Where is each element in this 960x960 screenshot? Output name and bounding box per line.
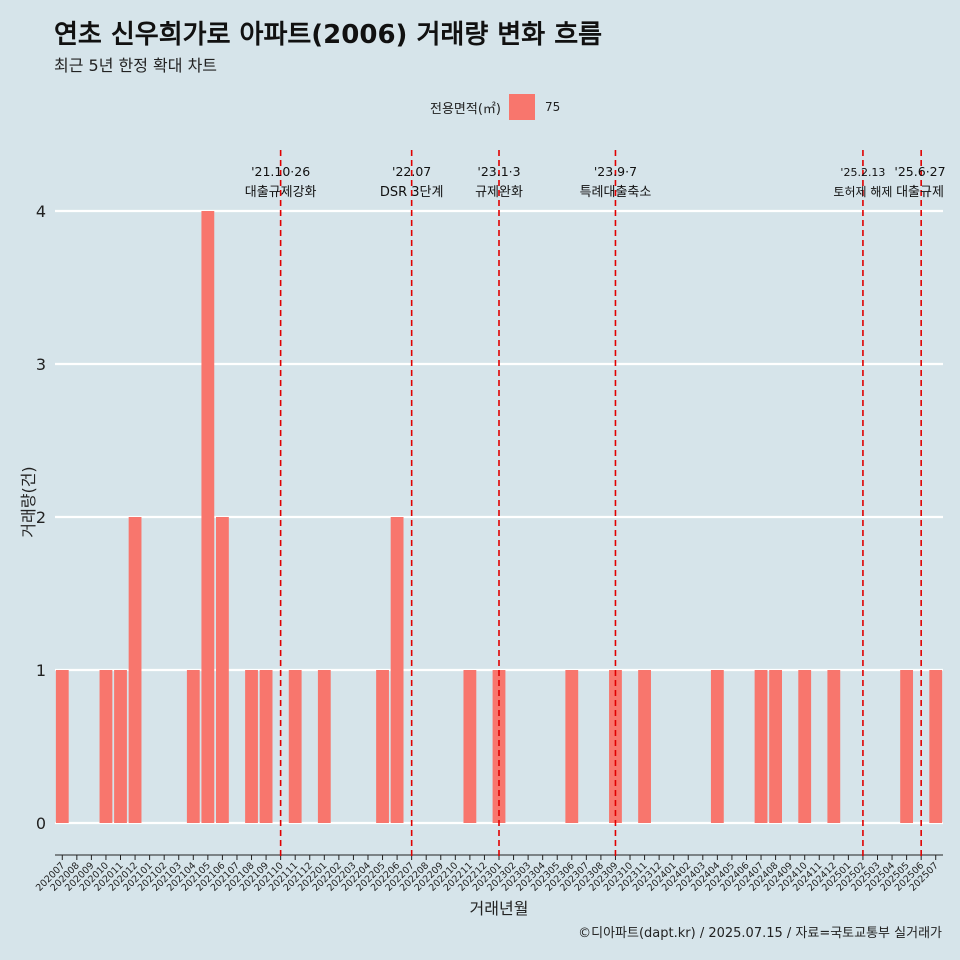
legend-swatch	[508, 94, 535, 120]
bar-202404	[710, 670, 724, 823]
bar-202211	[463, 670, 477, 823]
event-label: 특례대출축소	[580, 185, 652, 200]
y-tick-label: 3	[36, 355, 46, 374]
event-date-label: '25.2.13	[840, 166, 885, 179]
bar-202311	[638, 670, 651, 823]
bar-202108	[245, 670, 258, 823]
chart-title: 연초 신우희가로 아파트(2006) 거래량 변화 흐름	[54, 20, 603, 50]
bar-202206	[390, 517, 404, 823]
event-label: DSR 3단계	[380, 185, 444, 200]
event-date-label: '21.10·26	[251, 164, 310, 179]
bar-202205	[376, 670, 389, 823]
bar-202111	[288, 670, 302, 823]
chart-subtitle: 최근 5년 한정 확대 차트	[54, 56, 218, 75]
event-label: 대출규제강화	[245, 185, 317, 200]
bar-202301	[492, 670, 506, 823]
bar-202306	[565, 670, 579, 823]
event-date-label: '23.9·7	[594, 164, 637, 179]
bar-202105	[201, 211, 215, 823]
bar-202507	[929, 670, 943, 823]
bar-202007	[55, 670, 69, 823]
bar-202410	[798, 670, 812, 823]
legend-title: 전용면적(㎡)	[430, 101, 501, 117]
bar-202201	[317, 670, 331, 823]
bar-202106	[216, 517, 229, 823]
event-date-label: '23.1·3	[477, 164, 520, 179]
legend: 전용면적(㎡) 75	[430, 93, 560, 121]
bar-202408	[769, 670, 782, 823]
bar-202010	[99, 670, 113, 823]
x-axis-title: 거래년월	[470, 899, 529, 918]
y-tick-label: 1	[36, 661, 46, 680]
y-tick-label: 2	[36, 508, 46, 527]
bar-202104	[186, 670, 200, 823]
bar-202012	[128, 517, 142, 823]
bar-202011	[114, 670, 127, 823]
event-label: 대출규제	[896, 185, 944, 200]
y-axis-title: 거래량(건)	[19, 466, 38, 537]
event-label: 규제완화	[475, 185, 523, 200]
bar-202109	[259, 670, 273, 823]
bar-202505	[900, 670, 914, 823]
event-date-label: '22.07	[392, 164, 431, 179]
event-date-label: '25.6·27	[894, 164, 945, 179]
bar-202407	[754, 670, 768, 823]
legend-entry: 75	[544, 100, 561, 114]
bar-202412	[827, 670, 841, 823]
event-label: 토허제 해제	[833, 185, 892, 199]
chart-caption: ©디아파트(dapt.kr) / 2025.07.15 / 자료=국토교통부 실…	[578, 926, 942, 941]
y-tick-label: 0	[36, 814, 46, 833]
bar-202309	[609, 670, 622, 823]
y-tick-label: 4	[36, 202, 46, 221]
